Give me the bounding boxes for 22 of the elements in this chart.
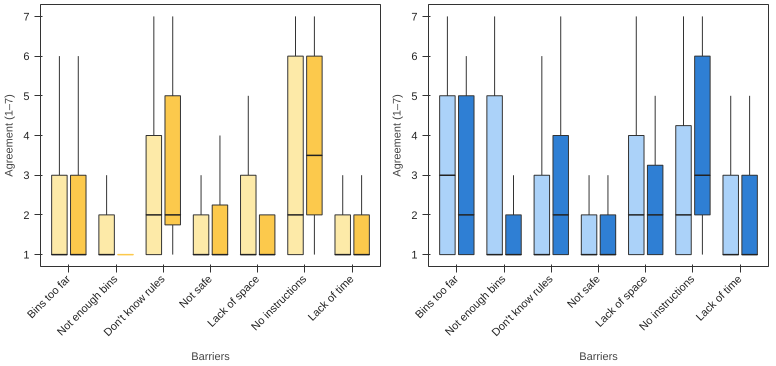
y-tick-label: 4: [23, 130, 30, 142]
y-tick-label: 3: [23, 170, 30, 182]
y-axis-title: Agreement (1–7): [3, 94, 16, 177]
x-tick-label: Bins too far: [25, 273, 74, 322]
y-tick-label: 5: [411, 90, 418, 103]
y-tick-label: 2: [23, 210, 30, 222]
x-axis-title: Barriers: [579, 351, 618, 364]
y-tick-label: 3: [411, 170, 418, 182]
y-tick-label: 1: [23, 250, 30, 262]
y-tick-label: 5: [23, 90, 30, 103]
y-axis-title: Agreement (1–7): [391, 94, 404, 177]
y-tick-label: 7: [411, 11, 418, 24]
x-tick-label: Not safe: [565, 273, 603, 311]
x-tick-label: Bins too far: [413, 273, 462, 322]
y-tick-label: 7: [23, 11, 30, 24]
y-tick-label: 4: [411, 130, 418, 142]
y-tick-label: 2: [411, 210, 418, 222]
y-tick-label: 6: [23, 51, 30, 64]
x-tick-label: Not safe: [177, 273, 215, 311]
y-tick-label: 1: [411, 250, 418, 262]
x-axis-title: Barriers: [191, 351, 230, 364]
y-tick-label: 6: [411, 51, 418, 64]
